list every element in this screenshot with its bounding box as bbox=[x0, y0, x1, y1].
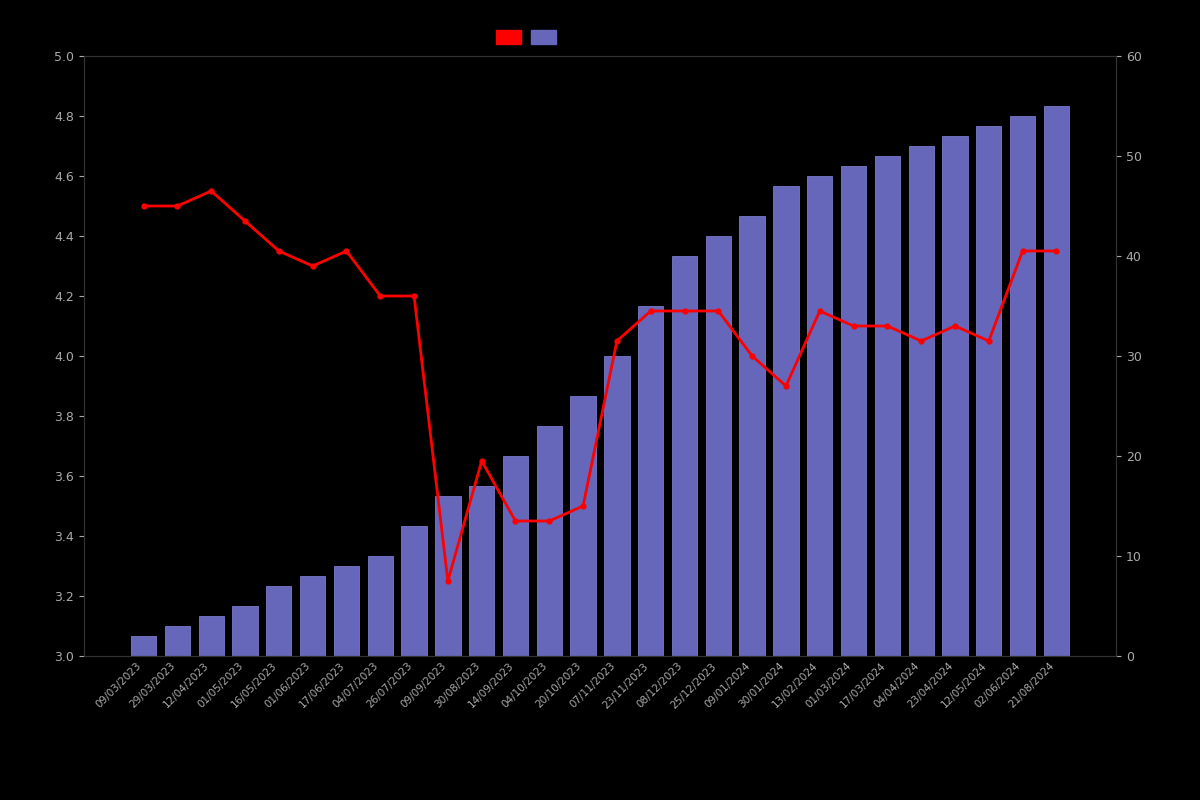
Bar bbox=[367, 556, 392, 656]
Bar bbox=[1010, 116, 1036, 656]
Bar bbox=[570, 396, 595, 656]
Bar bbox=[672, 256, 697, 656]
Bar bbox=[503, 456, 528, 656]
Bar bbox=[198, 616, 224, 656]
Bar bbox=[875, 156, 900, 656]
Legend: , : , bbox=[496, 30, 559, 45]
Bar bbox=[536, 426, 562, 656]
Bar bbox=[605, 356, 630, 656]
Bar bbox=[841, 166, 866, 656]
Bar bbox=[233, 606, 258, 656]
Bar bbox=[1044, 106, 1069, 656]
Bar bbox=[773, 186, 799, 656]
Bar bbox=[808, 176, 833, 656]
Bar bbox=[300, 576, 325, 656]
Bar bbox=[436, 496, 461, 656]
Bar bbox=[266, 586, 292, 656]
Bar bbox=[164, 626, 190, 656]
Bar bbox=[739, 216, 764, 656]
Bar bbox=[942, 136, 967, 656]
Bar bbox=[976, 126, 1002, 656]
Bar bbox=[469, 486, 494, 656]
Bar bbox=[334, 566, 359, 656]
Bar bbox=[131, 636, 156, 656]
Bar bbox=[706, 236, 731, 656]
Bar bbox=[401, 526, 427, 656]
Bar bbox=[908, 146, 934, 656]
Bar bbox=[638, 306, 664, 656]
